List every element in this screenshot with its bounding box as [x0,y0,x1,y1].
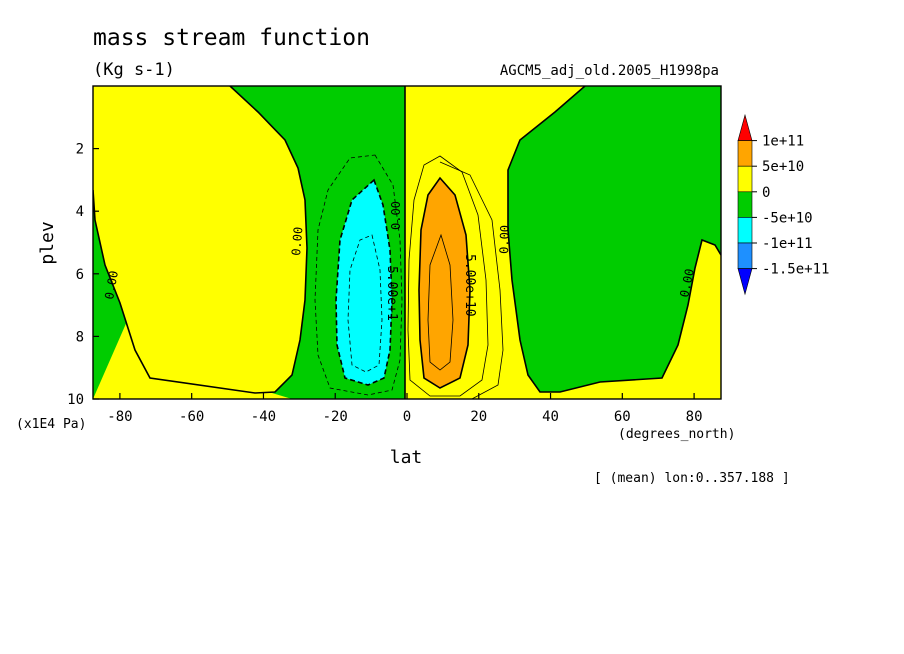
contour-plus-5e10 [418,176,471,389]
x-axis-ticks: -80 -60 -40 -20 0 20 40 60 80 [107,393,703,425]
x-tick-label: -60 [179,409,204,425]
contour-label-positive-cell: 5.00e+10 [462,254,477,317]
zero-contour-north [507,86,721,393]
colorbar-label: 0 [762,185,770,201]
contour-plus-8e10 [427,233,454,371]
colorbar-label: -1.5e+11 [762,262,829,278]
contour-label-north-polar: 0.00 [677,267,697,298]
colorbar-label: 1e+11 [762,134,804,150]
x-tick-label: 80 [686,409,703,425]
y-axis-unit: (x1E4 Pa) [16,417,86,432]
zero-contour-south [93,86,308,394]
contour-plus-2e10 [407,155,489,397]
contour-label-equator: 0.00 [389,201,403,230]
colorbar-label: 5e+10 [762,159,804,175]
colorbar-label: -5e+10 [762,210,813,226]
x-axis-unit: (degrees_north) [618,427,735,442]
y-tick-label: 4 [76,204,84,220]
southern-polar-positive [93,86,307,393]
x-tick-label: -20 [323,409,348,425]
x-tick-label: 60 [614,409,631,425]
y-tick-label: 6 [76,267,84,283]
chart-subtitle: (Kg s-1) [93,60,175,80]
y-tick-label: 2 [76,142,84,158]
contour-label-negative-cell: 5.00e+1 [384,266,399,321]
contour-minus-5e10 [335,178,393,386]
contour-minus-2e10 [314,154,403,396]
colorbar-swatch [737,217,753,244]
contour-plus-2e10-outer [439,161,504,399]
plot-area [93,86,721,399]
colorbar-label: -1e+11 [762,236,813,252]
y-axis-ticks: 2 4 6 8 10 [67,142,99,408]
x-tick-label: 20 [470,409,487,425]
colorbar-top-triangle [737,113,753,141]
colorbar-swatch [737,191,753,218]
colorbar-bottom-triangle [737,268,753,296]
x-tick-label: -40 [251,409,276,425]
x-tick-label: 40 [542,409,559,425]
colorbar-swatch [737,165,753,193]
colorbar: 1e+11 5e+10 0 -5e+10 -1e+11 -1.5e+11 [737,113,829,296]
y-tick-label: 10 [67,392,84,408]
contour-label-south: 0.00 [289,226,305,256]
northern-negative-region [508,86,721,392]
x-tick-label: 0 [403,409,411,425]
colorbar-swatch [737,242,753,269]
y-tick-label: 8 [76,329,84,345]
y-axis-label: plev [37,221,58,264]
colorbar-swatch [737,140,753,167]
dataset-label: AGCM5_adj_old.2005_H1998pa [500,63,719,79]
footer-note: [ (mean) lon:0..357.188 ] [594,471,790,486]
southern-cell-core [336,180,392,385]
chart-title: mass stream function [93,25,370,51]
northern-cell-core [419,178,470,388]
contour-label-north: 0.00 [497,225,512,254]
contour-label-south-polar: 0.00 [102,270,121,301]
x-tick-label: -80 [107,409,132,425]
x-axis-label: lat [390,447,423,468]
